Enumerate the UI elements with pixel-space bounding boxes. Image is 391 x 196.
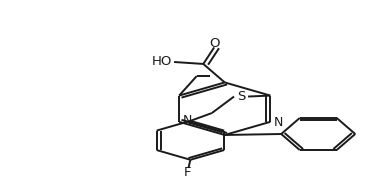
Text: O: O <box>209 37 219 50</box>
Text: S: S <box>237 90 245 103</box>
Text: F: F <box>183 166 191 179</box>
Text: N: N <box>274 116 283 129</box>
Text: HO: HO <box>152 55 172 68</box>
Text: N: N <box>183 114 192 127</box>
